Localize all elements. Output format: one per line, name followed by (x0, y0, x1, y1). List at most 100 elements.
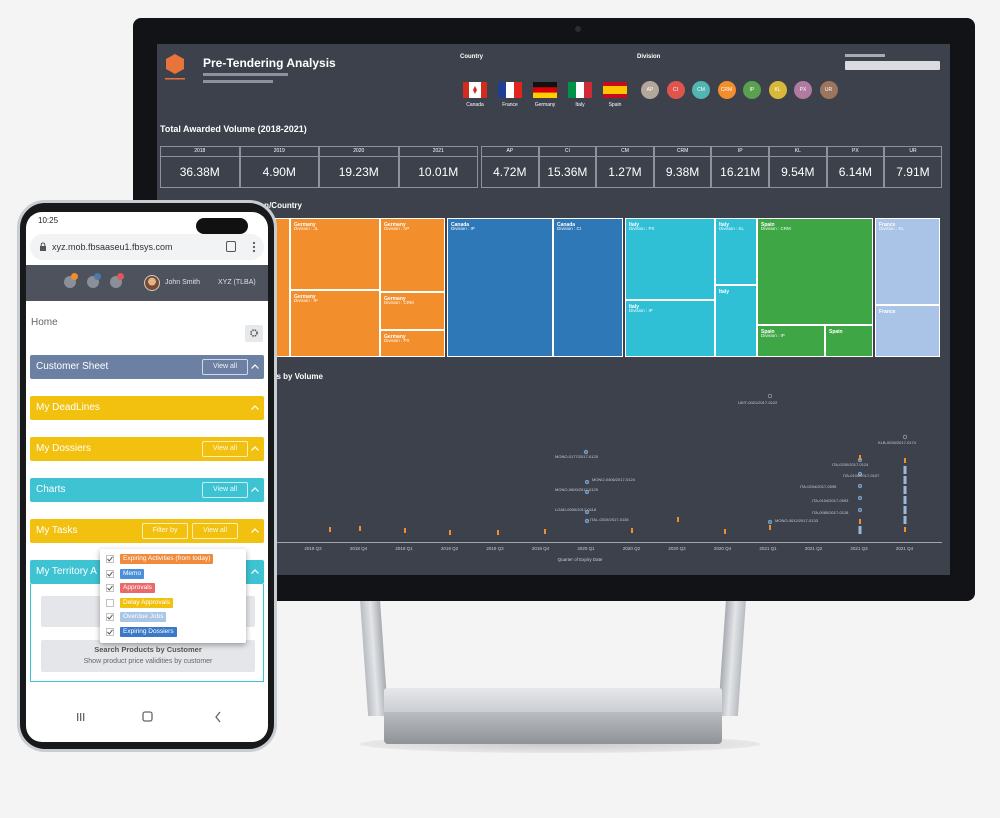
monitor-camera (575, 26, 581, 32)
tile-division: Division : KL (879, 226, 905, 231)
checkbox-tick (107, 614, 113, 620)
scatter-point (329, 527, 331, 532)
checkbox-tick (107, 570, 113, 577)
x-tick-label: 2021 Q3 (850, 546, 868, 551)
tile-country: Canada (451, 222, 470, 228)
panel-title: Charts (36, 484, 66, 495)
url-text: xyz.mob.fbsaaseu1.fbsys.com (52, 242, 173, 252)
division-chip[interactable]: CM (692, 81, 710, 99)
checkbox[interactable] (106, 569, 114, 578)
filter-option[interactable]: Overdue Jobs (120, 612, 167, 622)
panel-action[interactable]: View all (202, 441, 248, 457)
search-button[interactable]: Search Products by Customer Show product … (41, 640, 255, 672)
treemap-tile: Canada Division : CI (553, 218, 623, 357)
x-tick-label: 2021 Q4 (895, 546, 914, 551)
checkbox[interactable] (106, 584, 114, 592)
checkbox[interactable] (106, 613, 114, 621)
country-name: Spain (608, 102, 622, 108)
country-flag[interactable] (603, 82, 627, 98)
lock-body (40, 246, 46, 251)
scatter-point (903, 506, 907, 514)
checkbox-box (106, 598, 114, 607)
x-tick-label: 2018 Q4 (349, 546, 368, 551)
kpi-value: 15.36M (547, 165, 588, 179)
checkbox[interactable] (106, 627, 114, 636)
country-name: Italy (575, 102, 585, 108)
filter-option[interactable]: Expiring Activities (from today) (120, 554, 214, 564)
treemap-tile: Italy Division : PX (625, 218, 715, 300)
flag-part (576, 82, 584, 98)
flag-part (533, 87, 557, 93)
scatter-point (631, 528, 633, 533)
filter-option[interactable]: Expiring Dossiers (120, 626, 177, 637)
flag-part (533, 92, 557, 98)
panel-header[interactable]: My Dossiers View all (30, 437, 264, 461)
division-chip[interactable]: IP (743, 81, 761, 99)
tile-country: Spain (761, 222, 775, 228)
filter-option[interactable]: Delay Approvals (120, 597, 173, 608)
scatter-label: ITA-0200/2017-0124 (832, 462, 869, 467)
tile-country: Germany (384, 296, 406, 302)
nav-recent (83, 713, 85, 721)
scatter-plot (329, 393, 908, 535)
division-chip[interactable]: UR (819, 81, 838, 99)
x-tick-label: 2020 Q3 (668, 546, 686, 551)
division-chip[interactable]: PX (794, 81, 812, 99)
panel-action[interactable]: Filter by (142, 523, 188, 539)
division-chip[interactable]: KL (768, 81, 787, 99)
scatter-point (767, 393, 773, 399)
chevron-stroke (251, 405, 259, 410)
panel-action[interactable]: View all (202, 359, 248, 375)
x-tick-label: 2019 Q3 (486, 546, 504, 551)
status-time: 10:25 (38, 216, 59, 225)
tile-division: Division : IP (761, 333, 785, 338)
panel-header[interactable]: Charts View all (30, 478, 264, 502)
x-tick-label: 2020 Q1 (577, 546, 595, 551)
kpi-card: AP 4.72M (481, 146, 539, 188)
tile-country: Spain (761, 329, 775, 335)
scatter-label: ITAL-0319/2017-0135 (590, 517, 629, 522)
notification-badge (94, 273, 101, 280)
filter-option[interactable]: Memo (120, 568, 145, 579)
notification-badge (71, 273, 78, 280)
country-flag[interactable] (463, 82, 487, 98)
tabs-icon[interactable] (226, 241, 236, 252)
scatter-label: LOAD-0090/2017-0118 (555, 507, 597, 512)
scatter-point (677, 517, 679, 522)
dashboard-screen: Pre-Tendering Analysis Country Canada Franc… (157, 44, 950, 575)
checkbox[interactable] (106, 555, 114, 563)
country-flag[interactable] (533, 82, 557, 98)
panel-header[interactable]: My DeadLines (30, 396, 264, 420)
panel-action[interactable]: View all (202, 482, 248, 498)
url-bar[interactable]: xyz.mob.fbsaaseu1.fbsys.com (30, 234, 264, 260)
division-chip[interactable]: AP (641, 81, 659, 99)
panel-header[interactable]: Customer Sheet View all (30, 355, 264, 379)
kpi-value: 7.91M (896, 165, 930, 179)
country-flag[interactable] (498, 82, 522, 98)
nav-bar (77, 711, 221, 723)
panel-action[interactable]: View all (192, 523, 238, 539)
checkbox[interactable] (106, 598, 114, 607)
x-tick-label: 2019 Q1 (395, 546, 413, 551)
scatter-point (584, 489, 590, 495)
kpi-label: KL (770, 148, 826, 157)
phone-camera (196, 218, 248, 234)
division-chip[interactable]: CRM (717, 81, 736, 99)
settings-button[interactable] (245, 325, 263, 342)
avatar[interactable] (144, 275, 160, 291)
kpi-value: 4.72M (493, 165, 527, 179)
chevron-stroke (251, 446, 259, 451)
nav-back (215, 711, 221, 723)
dropdown[interactable] (845, 61, 940, 70)
panel-header[interactable]: My Tasks Filter by View all (30, 519, 264, 543)
division-chip[interactable]: CI (666, 81, 685, 99)
scatter-point (583, 449, 589, 455)
kpi-value: 36.38M (179, 165, 220, 179)
kpi-label: PX (827, 148, 884, 157)
scatter-label: ITA-0204/2017-0095 (800, 484, 837, 489)
scatter-label: MONO-0177/2017-0125 (555, 454, 598, 459)
scatter-label: MONO-0600/2017-0125 (555, 487, 598, 492)
filter-option[interactable]: Approvals (120, 583, 155, 593)
country-flag[interactable] (568, 82, 592, 98)
x-tick-label: 2019 Q4 (531, 546, 550, 551)
